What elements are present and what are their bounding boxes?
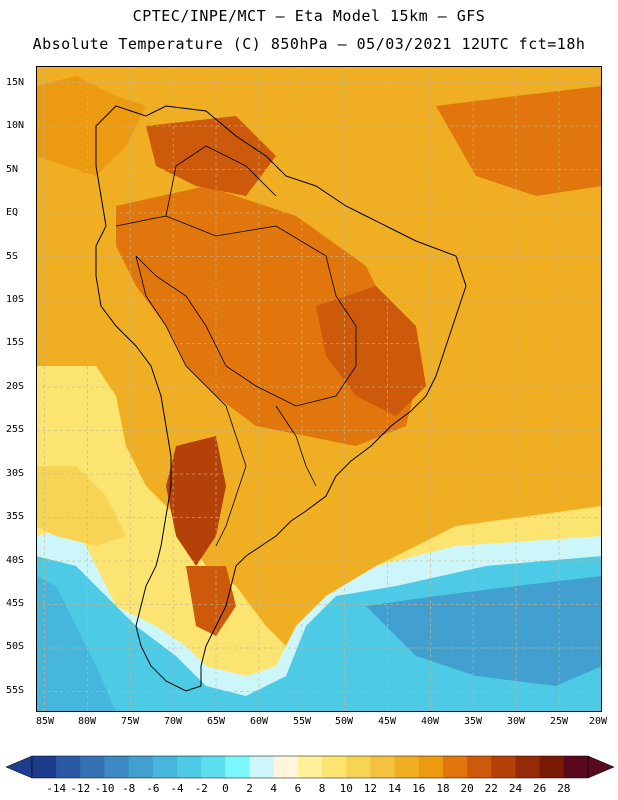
lat-tick-label: 25S — [6, 424, 25, 435]
lat-tick-label: 55S — [6, 685, 25, 696]
colorbar-label: 18 — [436, 782, 450, 795]
lon-tick-label: 65W — [206, 716, 226, 727]
lon-tick-label: 20W — [588, 716, 608, 727]
colorbar-arrow-low — [5, 755, 33, 779]
colorbar-arrow-high — [587, 755, 615, 779]
colorbar — [5, 755, 615, 779]
lat-tick-label: 35S — [6, 511, 25, 522]
lat-tick-label: 5N — [6, 164, 19, 175]
colorbar-label: 6 — [294, 782, 302, 795]
colorbar-cell — [56, 756, 81, 778]
colorbar-label: -4 — [170, 782, 184, 795]
lat-tick-label: 50S — [6, 641, 25, 652]
colorbar-cell — [322, 756, 347, 778]
lon-tick-label: 55W — [292, 716, 312, 727]
lon-tick-label: 40W — [420, 716, 440, 727]
colorbar-cell — [201, 756, 226, 778]
lat-tick-label: 5S — [6, 251, 19, 262]
colorbar-cell — [32, 756, 57, 778]
colorbar-cell — [394, 756, 420, 778]
temperature-field — [36, 76, 602, 712]
colorbar-cell — [249, 756, 275, 778]
colorbar-cell — [418, 756, 444, 778]
lon-tick-label: 50W — [334, 716, 354, 727]
colorbar-label: 8 — [318, 782, 326, 795]
colorbar-label: 24 — [508, 782, 523, 795]
colorbar-label: 12 — [363, 782, 378, 795]
colorbar-label: 26 — [533, 782, 547, 795]
lat-tick-label: EQ — [6, 207, 19, 218]
colorbar-label: -14 — [46, 782, 67, 795]
lat-tick-label: 10N — [6, 120, 25, 131]
colorbar-label: 4 — [270, 782, 278, 795]
colorbar-cell — [539, 756, 565, 778]
colorbar-cells — [5, 755, 615, 779]
colorbar-cell — [442, 756, 468, 778]
colorbar-label: -6 — [146, 782, 160, 795]
lon-tick-label: 80W — [77, 716, 97, 727]
lat-tick-label: 45S — [6, 598, 25, 609]
country-borders — [115, 145, 357, 547]
colorbar-cell — [563, 756, 589, 778]
colorbar-cell — [491, 756, 516, 778]
colorbar-label: -12 — [70, 782, 91, 795]
temperature-map — [36, 66, 602, 712]
colorbar-cell — [152, 756, 178, 778]
lon-tick-label: 45W — [377, 716, 397, 727]
lon-tick-label: 25W — [549, 716, 569, 727]
lat-tick-label: 30S — [6, 468, 25, 479]
gridlines — [36, 66, 602, 712]
lon-tick-label: 85W — [35, 716, 55, 727]
colorbar-label: 20 — [460, 782, 474, 795]
colorbar-label: 14 — [387, 782, 402, 795]
colorbar-cell — [515, 756, 541, 778]
chart-subtitle: Absolute Temperature (C) 850hPa – 05/03/… — [32, 35, 586, 53]
colorbar-label: 22 — [484, 782, 498, 795]
colorbar-label: 0 — [222, 782, 229, 795]
lat-tick-label: 40S — [6, 555, 25, 566]
lat-tick-label: 15S — [6, 337, 25, 348]
colorbar-cell — [80, 756, 106, 778]
colorbar-frame — [31, 755, 589, 779]
lat-tick-label: 10S — [6, 294, 25, 305]
colorbar-cell — [104, 756, 130, 778]
colorbar-cell — [177, 756, 202, 778]
lon-tick-label: 35W — [463, 716, 483, 727]
lon-tick-label: 60W — [249, 716, 269, 727]
colorbar-label: -8 — [122, 782, 136, 795]
lat-tick-label: 20S — [6, 381, 25, 392]
colorbar-cell — [273, 756, 299, 778]
colorbar-cell — [225, 756, 251, 778]
colorbar-cell — [128, 756, 154, 778]
colorbar-label: 10 — [339, 782, 353, 795]
lon-tick-label: 30W — [506, 716, 526, 727]
lon-tick-label: 70W — [163, 716, 183, 727]
chart-title: CPTEC/INPE/MCT – Eta Model 15km – GFS — [132, 7, 486, 25]
colorbar-label: -2 — [194, 782, 208, 795]
colorbar-label: 16 — [412, 782, 426, 795]
colorbar-label: -10 — [94, 782, 115, 795]
colorbar-label: 2 — [246, 782, 253, 795]
continent-outline — [95, 105, 467, 692]
colorbar-cell — [467, 756, 492, 778]
lon-tick-label: 75W — [120, 716, 140, 727]
lat-tick-label: 15N — [6, 77, 25, 88]
colorbar-cell — [370, 756, 396, 778]
colorbar-label: 28 — [557, 782, 571, 795]
colorbar-cell — [346, 756, 371, 778]
colorbar-cell — [297, 756, 323, 778]
map-frame — [36, 66, 602, 712]
